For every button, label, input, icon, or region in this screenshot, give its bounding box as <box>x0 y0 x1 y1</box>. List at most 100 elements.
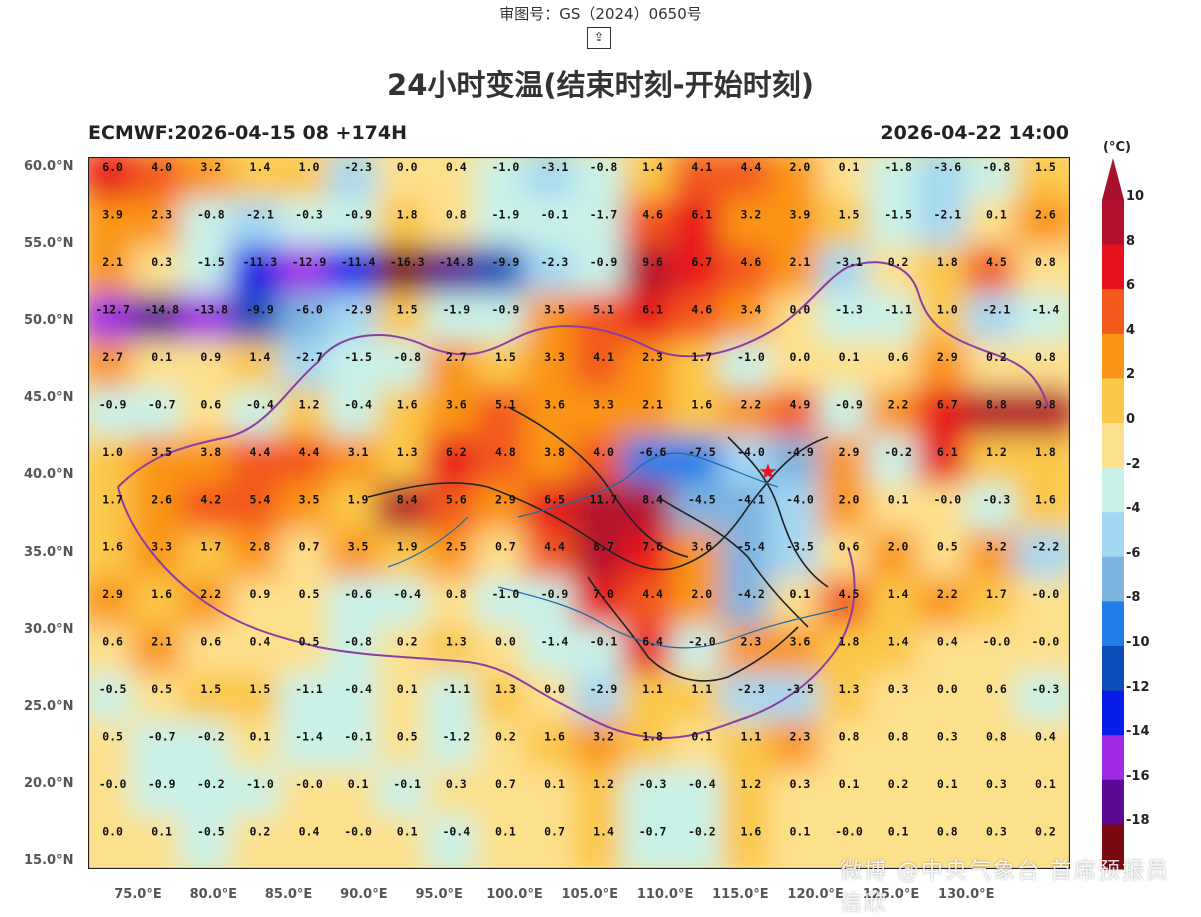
station-value: 2.0 <box>839 492 860 506</box>
station-value: 0.2 <box>888 255 909 269</box>
station-value: -4.5 <box>688 492 716 506</box>
station-value: 1.3 <box>495 682 516 696</box>
station-value: -16.3 <box>390 255 425 269</box>
station-value: -3.1 <box>835 255 863 269</box>
station-value: -1.0 <box>737 350 765 364</box>
station-value: -1.5 <box>884 208 912 222</box>
station-value: -1.5 <box>197 255 225 269</box>
station-value: -1.0 <box>492 587 520 601</box>
longitude-label: 105.0°E <box>561 887 619 902</box>
station-value: 11.7 <box>590 492 618 506</box>
station-value: -4.0 <box>786 492 814 506</box>
station-value: 2.9 <box>839 445 860 459</box>
station-value: 1.4 <box>888 587 909 601</box>
station-value: 0.8 <box>446 208 467 222</box>
station-value: 0.1 <box>250 730 271 744</box>
station-value: 2.9 <box>495 492 516 506</box>
station-value: 2.6 <box>151 492 172 506</box>
station-value: 1.5 <box>495 350 516 364</box>
station-value: 3.6 <box>544 397 565 411</box>
station-value: 3.2 <box>741 208 762 222</box>
station-value: -1.9 <box>492 208 520 222</box>
station-value: 2.1 <box>790 255 811 269</box>
station-value: -2.3 <box>541 255 569 269</box>
station-value: 0.8 <box>1035 255 1056 269</box>
station-value: 2.2 <box>937 587 958 601</box>
station-value: -1.1 <box>442 682 470 696</box>
station-value: 9.6 <box>642 255 663 269</box>
station-value: 0.1 <box>888 825 909 839</box>
station-value: 0.6 <box>200 397 221 411</box>
station-value: 0.1 <box>151 350 172 364</box>
station-value: 2.3 <box>790 730 811 744</box>
station-value: 1.4 <box>888 635 909 649</box>
model-run-label: ECMWF:2026-04-15 08 +174H <box>88 122 408 144</box>
station-value: 0.2 <box>250 825 271 839</box>
station-value: -0.0 <box>835 825 863 839</box>
station-value: 2.6 <box>1035 208 1056 222</box>
station-value: 1.6 <box>102 540 123 554</box>
station-value: 0.7 <box>495 777 516 791</box>
station-value: 6.1 <box>937 445 958 459</box>
station-value: -2.1 <box>933 208 961 222</box>
station-values: 6.0 4.0 3.2 1.4 1.0 -2.3 0.0 0.4 -1.0 -3.1 -0.8 1.4… <box>95 160 1059 839</box>
latitude-label: 15.0°N <box>24 853 74 868</box>
station-value: 0.1 <box>790 587 811 601</box>
station-value: 0.1 <box>839 350 860 364</box>
station-value: 1.1 <box>741 730 762 744</box>
station-value: 0.2 <box>986 350 1007 364</box>
station-value: 0.0 <box>937 682 958 696</box>
station-value: -1.9 <box>442 302 470 316</box>
station-value: 1.5 <box>200 682 221 696</box>
station-value: 1.4 <box>642 160 663 174</box>
station-value: 0.2 <box>1035 825 1056 839</box>
colorbar-segment <box>1102 378 1124 424</box>
station-value: -4.0 <box>737 445 765 459</box>
station-value: 1.6 <box>1035 492 1056 506</box>
station-value: -3.1 <box>541 160 569 174</box>
station-value: -2.9 <box>344 302 372 316</box>
station-value: 1.0 <box>102 445 123 459</box>
longitude-label: 85.0°E <box>264 887 313 902</box>
station-value: -0.8 <box>983 160 1011 174</box>
station-value: -6.0 <box>295 302 323 316</box>
station-value: 3.5 <box>348 540 369 554</box>
station-value: 1.8 <box>642 730 663 744</box>
station-value: 3.3 <box>593 397 614 411</box>
station-value: 2.9 <box>102 587 123 601</box>
share-icon[interactable]: ⇪ <box>587 27 611 49</box>
colorbar-tick-label: 10 <box>1126 189 1145 204</box>
station-value: 3.6 <box>691 540 712 554</box>
station-value: -0.0 <box>99 777 127 791</box>
colorbar-unit: (°C) <box>1103 140 1131 155</box>
station-value: 0.5 <box>299 635 320 649</box>
station-value: -0.9 <box>148 777 176 791</box>
station-value: 0.1 <box>397 682 418 696</box>
station-value: 6.5 <box>544 492 565 506</box>
station-value: 2.1 <box>102 255 123 269</box>
colorbar-segment <box>1102 690 1124 736</box>
temperature-change-map: 6.0 4.0 3.2 1.4 1.0 -2.3 0.0 0.4 -1.0 -3.1 -0.8 1.4… <box>88 157 1070 869</box>
station-value: 1.2 <box>593 777 614 791</box>
station-value: -0.1 <box>344 730 372 744</box>
station-value: 2.3 <box>741 635 762 649</box>
station-value: 1.1 <box>642 682 663 696</box>
station-value: -4.2 <box>737 587 765 601</box>
station-value: 3.5 <box>299 492 320 506</box>
station-value: 0.1 <box>937 777 958 791</box>
station-value: 7.6 <box>642 540 663 554</box>
station-value: 0.1 <box>790 825 811 839</box>
colorbar-segment <box>1102 601 1124 647</box>
station-value: 0.1 <box>544 777 565 791</box>
station-value: -0.0 <box>983 635 1011 649</box>
station-value: -2.3 <box>344 160 372 174</box>
longitude-label: 120.0°E <box>787 887 844 902</box>
station-value: 1.2 <box>741 777 762 791</box>
station-value: -0.4 <box>688 777 716 791</box>
station-value: -2.7 <box>295 350 323 364</box>
colorbar-top-arrow <box>1102 158 1124 200</box>
latitude-label: 60.0°N <box>24 159 74 174</box>
station-value: 0.5 <box>937 540 958 554</box>
station-value: 3.4 <box>741 302 762 316</box>
latitude-label: 45.0°N <box>24 390 74 406</box>
